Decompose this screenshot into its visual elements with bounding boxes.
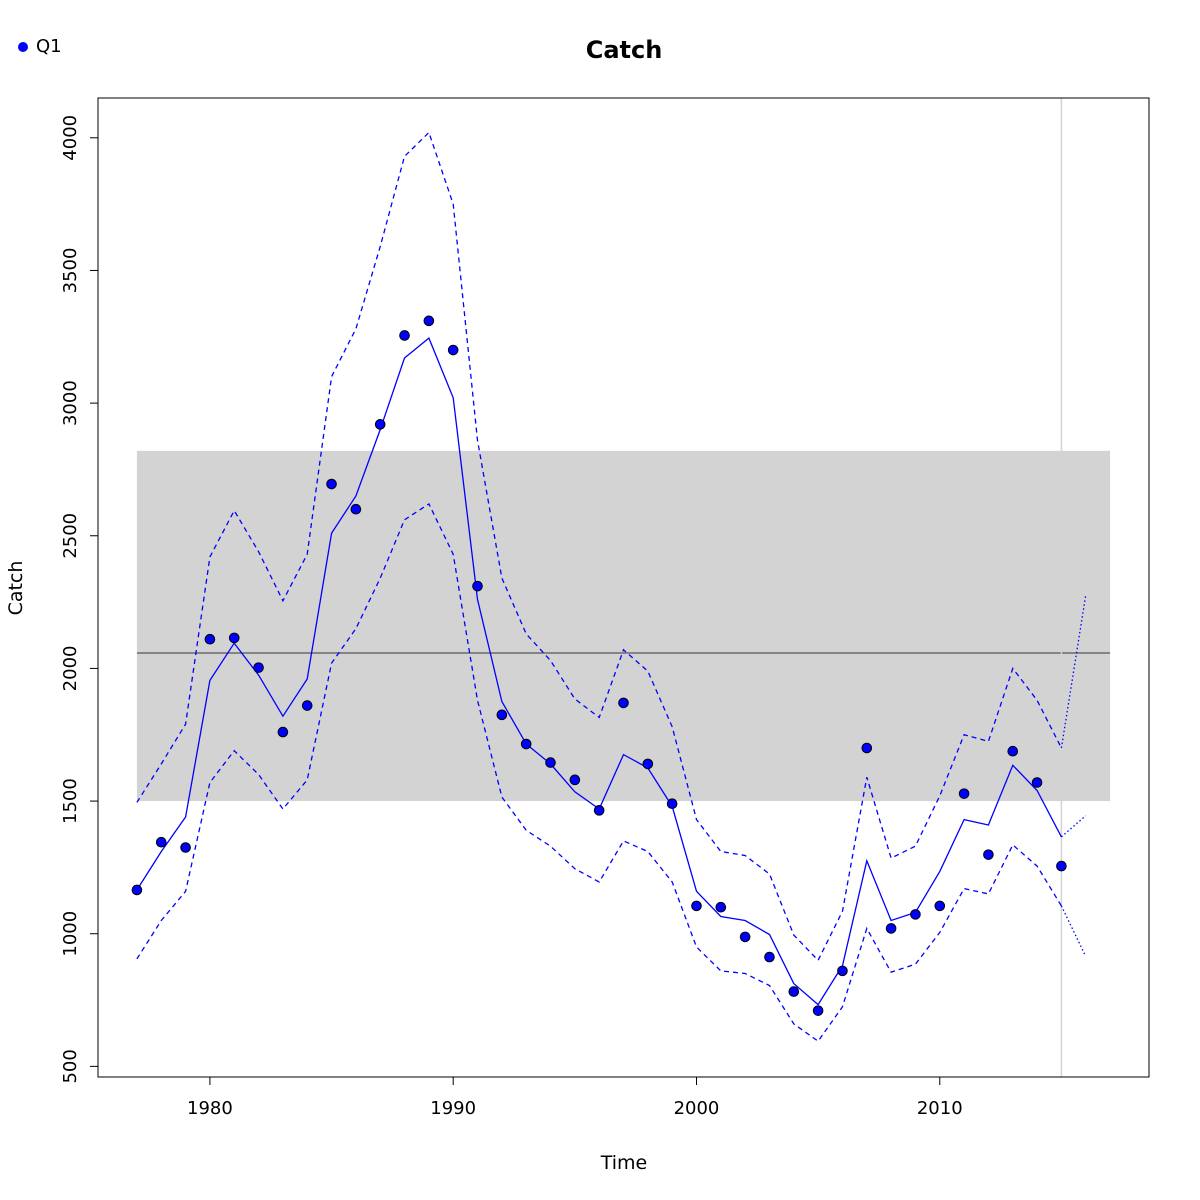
- data-point: [1007, 745, 1019, 757]
- data-point: [837, 965, 848, 977]
- data-point: [618, 697, 629, 709]
- data-point: [788, 986, 800, 997]
- y-tick-label: 1000: [60, 911, 81, 957]
- y-tick-label: 1500: [60, 778, 81, 824]
- series-line-dotted-5: [1060, 595, 1087, 749]
- y-tick-label: 2500: [60, 513, 81, 559]
- data-point: [812, 1005, 824, 1016]
- data-point: [496, 709, 508, 721]
- y-tick-label: 2000: [60, 646, 81, 692]
- data-point: [131, 884, 143, 896]
- series-line-dotted-4: [1060, 815, 1087, 838]
- reference-band: [136, 450, 1111, 802]
- y-axis-label: Catch: [5, 561, 27, 616]
- series-line-dashed-3: [136, 502, 1062, 1043]
- series-line-dashed-2: [136, 131, 1062, 962]
- data-point: [958, 788, 970, 799]
- y-tick-label: 4000: [60, 115, 81, 161]
- y-tick-label: 500: [60, 1049, 81, 1083]
- data-point: [423, 315, 435, 327]
- plot-frame: [97, 97, 1150, 1078]
- data-point: [861, 742, 873, 754]
- data-point: [374, 419, 386, 430]
- legend-label-q1: Q1: [36, 36, 62, 57]
- data-point: [277, 726, 289, 738]
- x-tick-label: 2010: [917, 1098, 963, 1119]
- data-point: [301, 700, 313, 711]
- data-point: [691, 900, 702, 912]
- data-point: [983, 849, 994, 860]
- data-point: [666, 798, 678, 810]
- data-point: [569, 774, 581, 786]
- x-tick-label: 1980: [187, 1098, 233, 1119]
- data-point: [910, 909, 921, 920]
- chart-title: Catch: [586, 36, 663, 64]
- data-point: [228, 632, 240, 644]
- x-tick-label: 1990: [430, 1098, 476, 1119]
- series-line-dotted-6: [1060, 905, 1087, 957]
- data-point: [447, 344, 459, 356]
- data-point: [1031, 777, 1043, 788]
- data-point: [472, 580, 483, 592]
- y-tick-label: 3500: [60, 248, 81, 294]
- data-point: [180, 842, 191, 853]
- data-point: [155, 836, 167, 848]
- data-point: [739, 931, 751, 943]
- data-point: [350, 503, 362, 515]
- data-point: [520, 738, 532, 750]
- data-point: [545, 757, 556, 768]
- plot-area: 1980 1990 2000 2010 500 1000 1500 2000 2500 3000 3…: [60, 97, 1150, 1119]
- data-point: [934, 900, 946, 912]
- data-point: [642, 758, 654, 770]
- data-point: [715, 901, 727, 913]
- x-tick-label: 2000: [674, 1098, 720, 1119]
- data-point: [885, 923, 897, 934]
- data-point: [399, 330, 410, 341]
- data-point: [1056, 860, 1067, 872]
- legend: Q1: [18, 36, 62, 57]
- data-point: [326, 478, 337, 490]
- x-axis-label: Time: [600, 1152, 648, 1174]
- data-point: [593, 805, 605, 816]
- y-tick-label: 3000: [60, 380, 81, 426]
- data-point: [764, 951, 775, 963]
- data-point: [204, 633, 216, 645]
- data-point: [253, 662, 264, 673]
- legend-marker-q1: [18, 41, 28, 52]
